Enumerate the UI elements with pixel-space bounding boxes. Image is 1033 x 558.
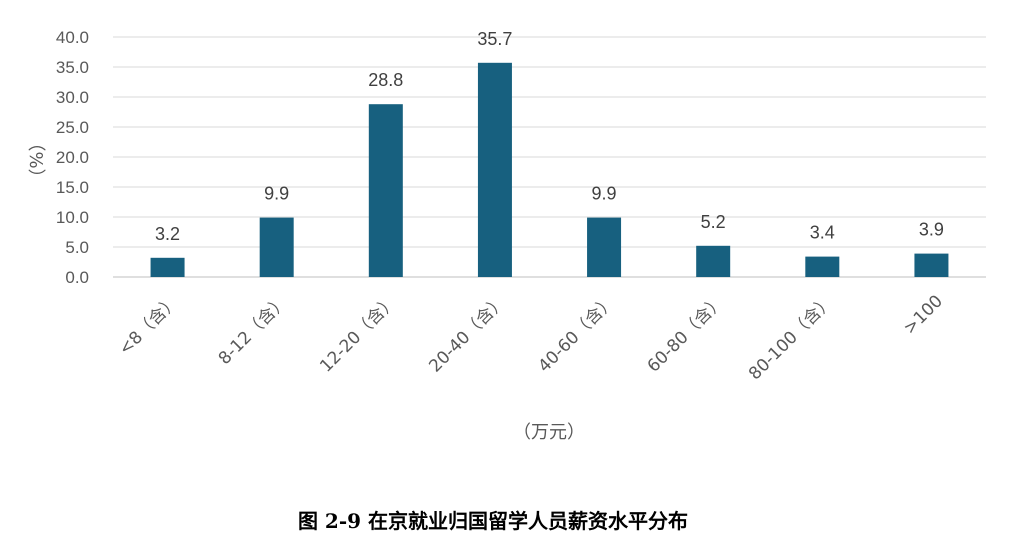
x-tick-label: <8（含） (115, 291, 183, 359)
chart-title: 图 2-9 在京就业归国留学人员薪资水平分布 (298, 509, 688, 533)
y-tick-label: 30.0 (56, 88, 89, 107)
x-tick-label: 60-80（含） (644, 291, 729, 376)
bar (368, 104, 403, 277)
x-axis-title: （万元） (513, 422, 585, 443)
x-tick-label: 40-60（含） (534, 291, 619, 376)
bar (150, 257, 185, 277)
data-label: 3.9 (919, 220, 944, 240)
data-label: 9.9 (264, 184, 289, 204)
y-tick-label: 20.0 (56, 148, 89, 167)
x-axis-categories: <8（含） 8-12（含） 12-20（含） 20-40（含） 40-60（含） 60-8… (115, 291, 947, 384)
data-label: 9.9 (592, 184, 617, 204)
x-tick-label: 20-40（含） (425, 291, 510, 376)
y-tick-label: 35.0 (56, 58, 89, 77)
y-tick-label: 0.0 (65, 268, 89, 287)
bar (259, 217, 294, 277)
y-tick-label: 10.0 (56, 208, 89, 227)
gridlines (113, 36, 986, 278)
data-label: 3.2 (155, 224, 180, 244)
bar (587, 217, 622, 277)
bar (914, 253, 949, 277)
data-label: 28.8 (368, 70, 403, 90)
y-tick-label: 25.0 (56, 118, 89, 137)
bar (696, 245, 731, 277)
data-labels: 3.2 9.9 28.8 35.7 9.9 5.2 3.4 3.9 (155, 29, 944, 244)
data-label: 35.7 (477, 29, 512, 49)
x-tick-label: 8-12（含） (215, 291, 292, 368)
x-tick-label: >100 (900, 291, 947, 338)
bar (477, 62, 512, 277)
data-label: 3.4 (810, 223, 835, 243)
bar (805, 256, 840, 277)
y-tick-label: 5.0 (65, 238, 89, 257)
y-axis-ticks: 0.0 5.0 10.0 15.0 20.0 25.0 30.0 35.0 40.0 (56, 28, 89, 287)
bars (150, 62, 949, 277)
y-tick-label: 40.0 (56, 28, 89, 47)
data-label: 5.2 (701, 212, 726, 232)
x-tick-label: 80-100（含） (745, 291, 838, 384)
y-axis-title: （%） (25, 133, 46, 186)
y-tick-label: 15.0 (56, 178, 89, 197)
x-tick-label: 12-20（含） (316, 291, 401, 376)
